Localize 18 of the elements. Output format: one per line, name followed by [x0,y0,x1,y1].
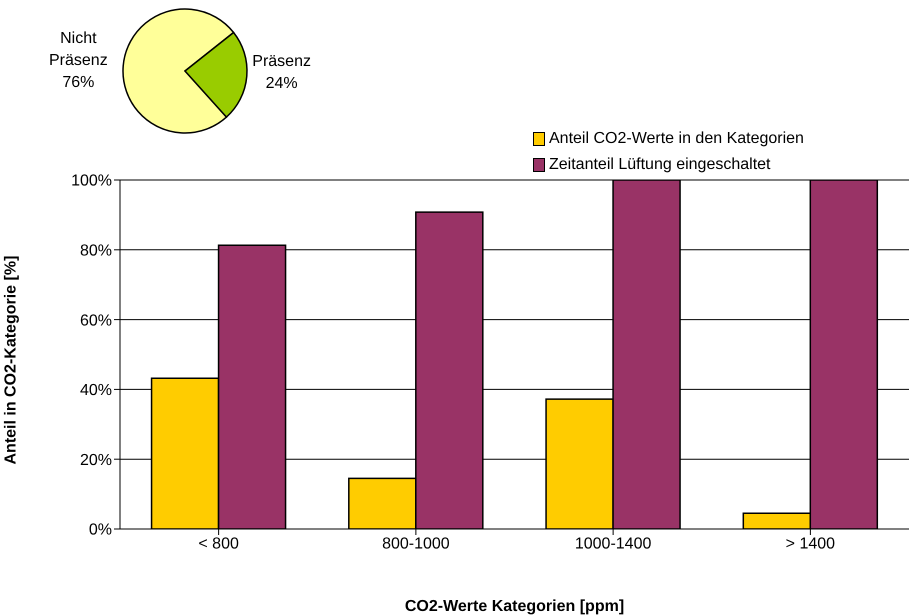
x-tick-label: < 800 [198,535,239,552]
x-tick-label: > 1400 [786,535,836,552]
slice-label: Präsenz [252,53,311,70]
y-tick-label: 20% [80,452,112,469]
data-label: 76% [62,74,94,91]
x-tick-label: 1000-1400 [574,535,652,552]
y-tick-label: 100% [71,172,112,190]
y-tick-label: 80% [80,242,112,260]
x-axis-title: CO2-Werte Kategorien [ppm] [404,598,624,615]
legend-label: Anteil CO2-Werte in den Kategorien [549,130,804,148]
slice-label: Nicht Präsenz [49,30,108,69]
y-axis-title: Anteil in CO2-Kategorie [%] [2,256,20,464]
y-tick-label: 0% [88,522,112,539]
y-tick-label: 60% [80,312,112,330]
y-tick-label: 40% [80,382,112,400]
data-label: 24% [266,75,298,92]
x-tick-label: 800-1000 [382,535,450,552]
legend-label: Zeitanteil Lüftung eingeschaltet [549,156,770,174]
